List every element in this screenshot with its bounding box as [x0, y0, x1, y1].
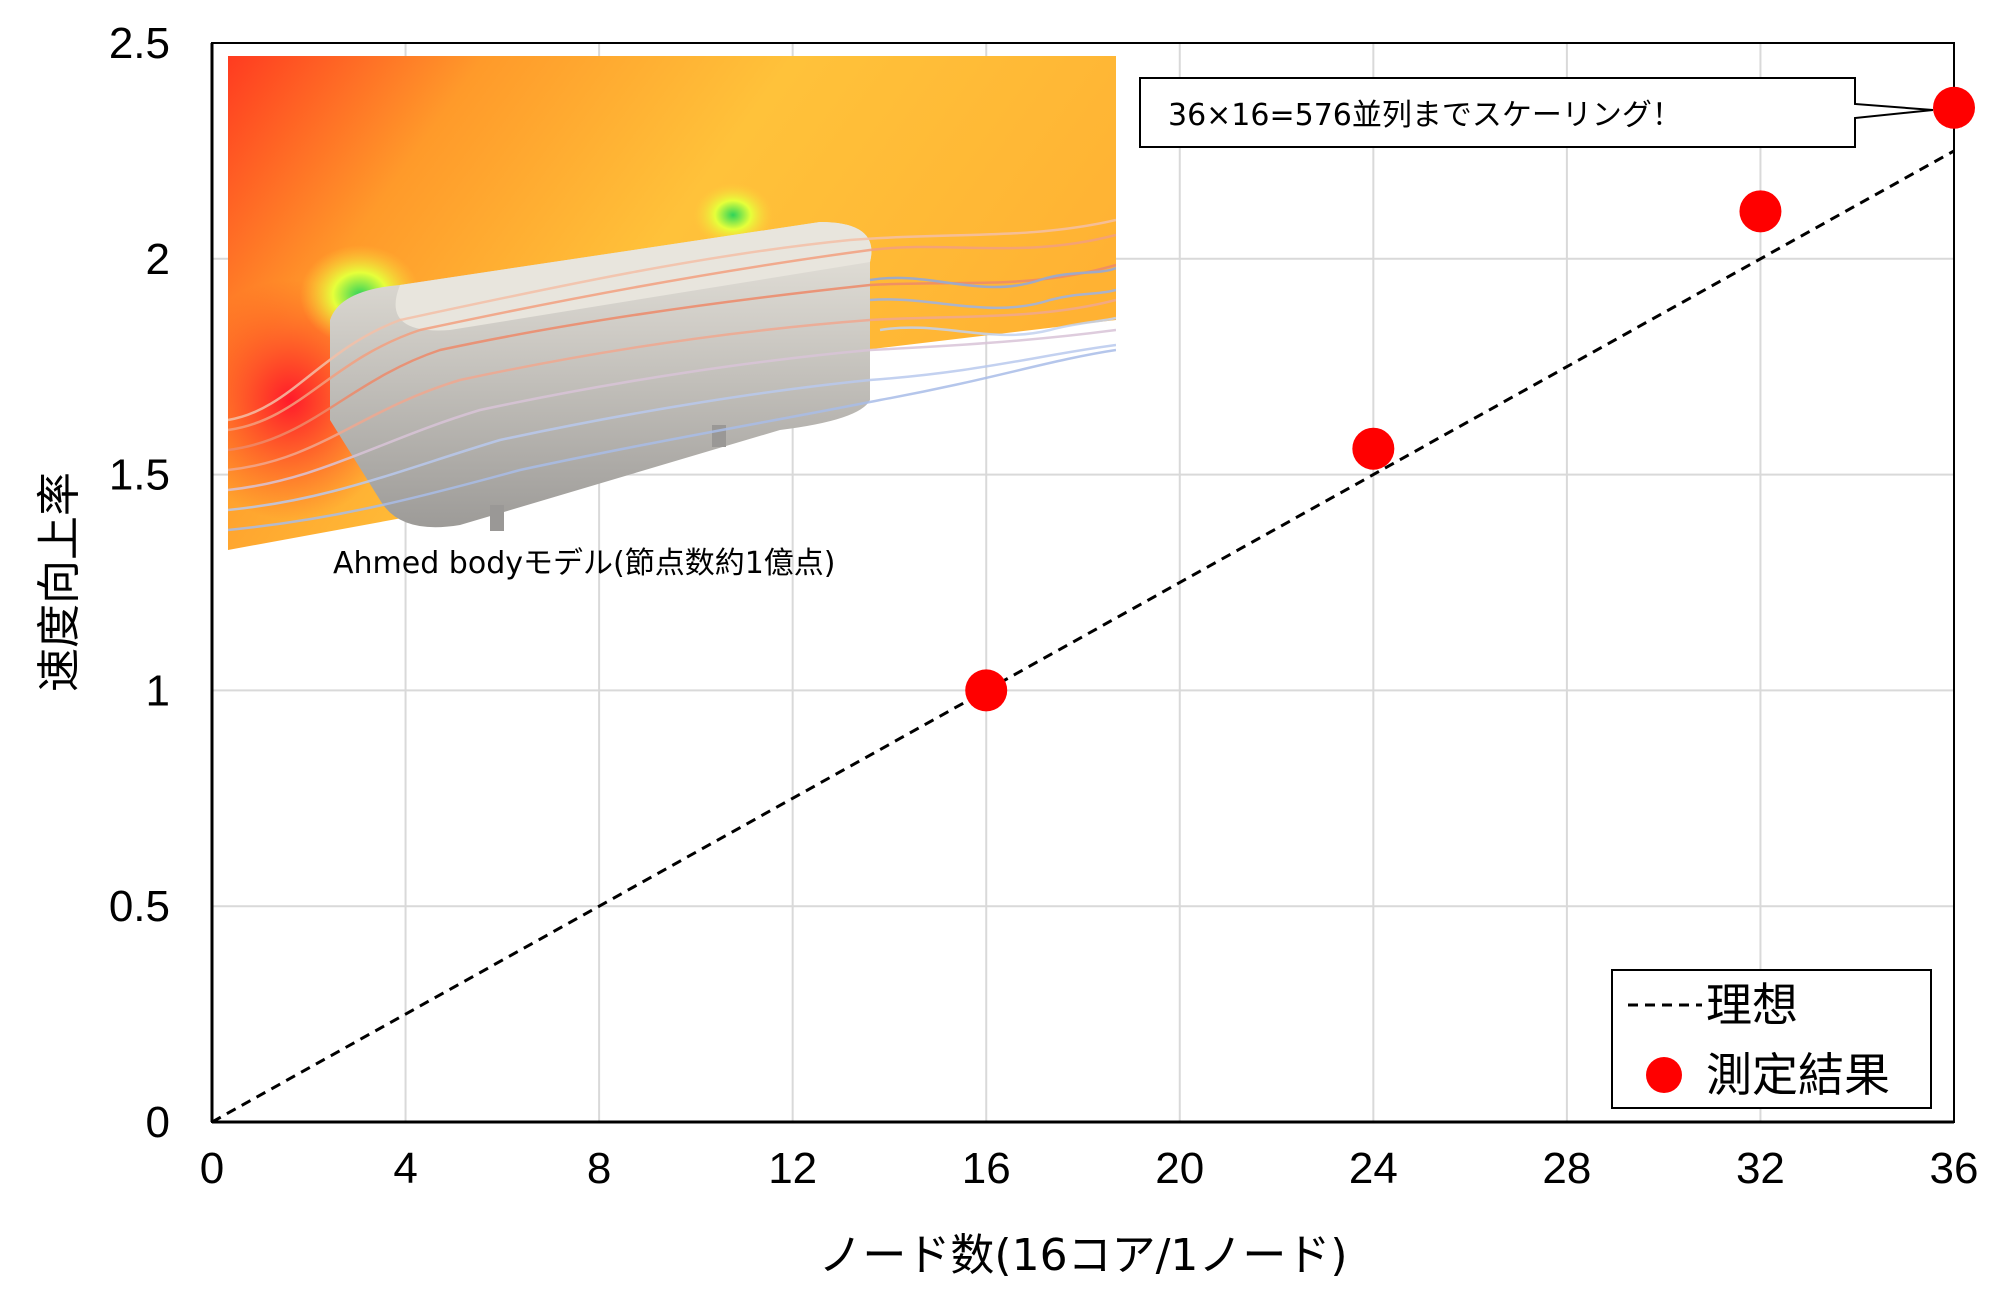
x-tick-label: 0 — [200, 1144, 224, 1193]
legend-measured-label: 測定結果 — [1706, 1048, 1890, 1102]
x-tick-label: 24 — [1349, 1144, 1398, 1193]
ahmed-body-simulation-image — [228, 56, 1116, 550]
x-tick-labels: 0 4 8 12 16 20 24 28 32 36 — [200, 1144, 1979, 1193]
x-tick-label: 36 — [1930, 1144, 1979, 1193]
callout-box — [1139, 77, 1934, 148]
y-tick-label: 2 — [146, 235, 170, 284]
legend: 理想 測定結果 — [1611, 969, 1932, 1109]
measured-point — [1933, 86, 1975, 129]
x-tick-label: 4 — [393, 1144, 417, 1193]
x-tick-label: 16 — [962, 1144, 1011, 1193]
measured-point — [1739, 190, 1782, 233]
y-tick-label: 2.5 — [109, 19, 170, 68]
annotation-callout: 36×16=576並列までスケーリング！ — [1139, 77, 1934, 148]
series-measured-points — [965, 86, 1975, 712]
y-tick-label: 1.5 — [109, 451, 170, 500]
x-tick-label: 12 — [768, 1144, 817, 1193]
x-tick-label: 32 — [1736, 1144, 1785, 1193]
series-ideal-line — [211, 149, 1955, 1124]
y-tick-label: 1 — [146, 666, 170, 715]
x-axis-title: ノード数(16コア/1ノード) — [818, 1230, 1347, 1281]
y-axis-title: 速度向上率 — [34, 472, 85, 692]
callout-text: 36×16=576並列までスケーリング！ — [1168, 98, 1682, 133]
x-tick-label: 20 — [1155, 1144, 1204, 1193]
inset-caption: Ahmed bodyモデル(節点数約1億点) — [333, 546, 836, 581]
measured-point — [1352, 427, 1395, 470]
y-tick-label: 0 — [146, 1098, 170, 1147]
legend-measured-swatch — [1646, 1057, 1682, 1093]
y-tick-labels: 0 0.5 1 1.5 2 2.5 — [109, 19, 170, 1147]
y-tick-label: 0.5 — [109, 882, 170, 931]
x-tick-label: 28 — [1542, 1144, 1591, 1193]
ideal-dashed-line — [211, 149, 1955, 1124]
measured-point — [965, 669, 1008, 712]
x-tick-label: 8 — [587, 1144, 611, 1193]
legend-ideal-label: 理想 — [1706, 978, 1798, 1032]
